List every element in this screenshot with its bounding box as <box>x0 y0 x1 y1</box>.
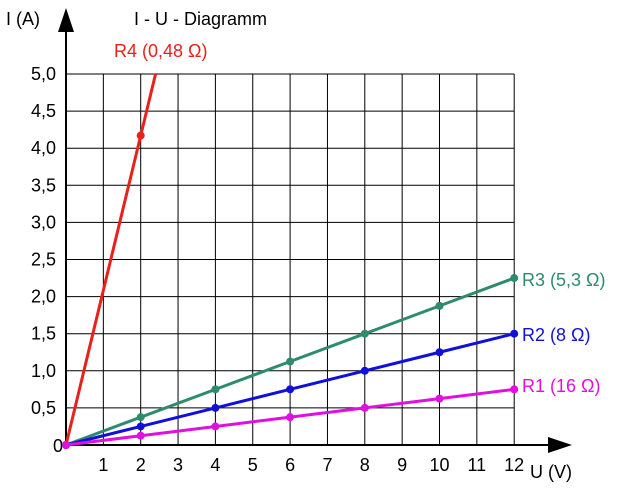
y-tick-labels: 0,5 1,0 1,5 2,0 2,5 3,0 3,5 4,0 4,5 5,0 <box>31 64 56 418</box>
data-point-r2 <box>286 385 295 394</box>
data-point-r1 <box>360 403 369 412</box>
x-tick-labels: 1 2 3 4 5 6 7 8 9 10 11 12 <box>98 455 524 475</box>
series-label-r3: R3 (5,3 Ω) <box>522 270 605 290</box>
data-point-r1 <box>136 431 145 440</box>
y-tick-label: 2,5 <box>31 250 56 270</box>
x-tick-label: 7 <box>322 455 332 475</box>
data-point-r2 <box>360 366 369 375</box>
data-point-r2 <box>136 422 145 431</box>
y-tick-label: 0,5 <box>31 398 56 418</box>
x-tick-label: 9 <box>397 455 407 475</box>
data-point-r2 <box>435 348 444 357</box>
x-tick-label: 3 <box>173 455 183 475</box>
series-label-r2: R2 (8 Ω) <box>522 325 590 345</box>
series-label-r4: R4 (0,48 Ω) <box>114 41 208 61</box>
x-tick-label: 6 <box>285 455 295 475</box>
data-point-r1 <box>211 422 220 431</box>
data-point-r4 <box>136 131 145 140</box>
y-tick-label: 5,0 <box>31 64 56 84</box>
x-tick-label: 11 <box>468 455 487 475</box>
x-tick-label: 10 <box>429 455 449 475</box>
x-tick-label: 8 <box>360 455 370 475</box>
x-tick-label: 4 <box>210 455 220 475</box>
y-tick-label: 3,0 <box>31 212 56 232</box>
data-point-r3 <box>211 385 220 394</box>
data-point-r3 <box>510 274 519 283</box>
data-point-r3 <box>286 357 295 366</box>
x-axis-label: U (V) <box>530 462 572 482</box>
x-tick-label: 1 <box>98 455 108 475</box>
x-axis-arrow <box>548 437 572 453</box>
x-tick-label: 5 <box>248 455 258 475</box>
y-tick-label: 1,5 <box>31 324 56 344</box>
data-point-r1 <box>510 385 519 394</box>
chart-title: I - U - Diagramm <box>134 9 267 29</box>
data-point-r3 <box>360 329 369 338</box>
y-tick-label: 4,5 <box>31 101 56 121</box>
origin-label: 0 <box>53 436 63 456</box>
y-tick-label: 2,0 <box>31 287 56 307</box>
series-group <box>62 73 519 449</box>
x-tick-label: 12 <box>504 455 524 475</box>
data-point-r1 <box>435 394 444 403</box>
data-point-r2 <box>510 329 519 338</box>
grid <box>66 73 515 445</box>
x-tick-label: 2 <box>136 455 146 475</box>
y-tick-label: 4,0 <box>31 138 56 158</box>
data-point-r3 <box>136 413 145 422</box>
y-axis-label: I (A) <box>6 9 40 29</box>
data-point-r1 <box>286 413 295 422</box>
y-tick-label: 3,5 <box>31 175 56 195</box>
y-tick-label: 1,0 <box>31 361 56 381</box>
data-point-r3 <box>435 301 444 310</box>
data-point-r1 <box>62 441 70 449</box>
data-point-r2 <box>211 403 220 412</box>
series-label-r1: R1 (16 Ω) <box>522 376 600 396</box>
y-axis-arrow <box>58 8 74 32</box>
